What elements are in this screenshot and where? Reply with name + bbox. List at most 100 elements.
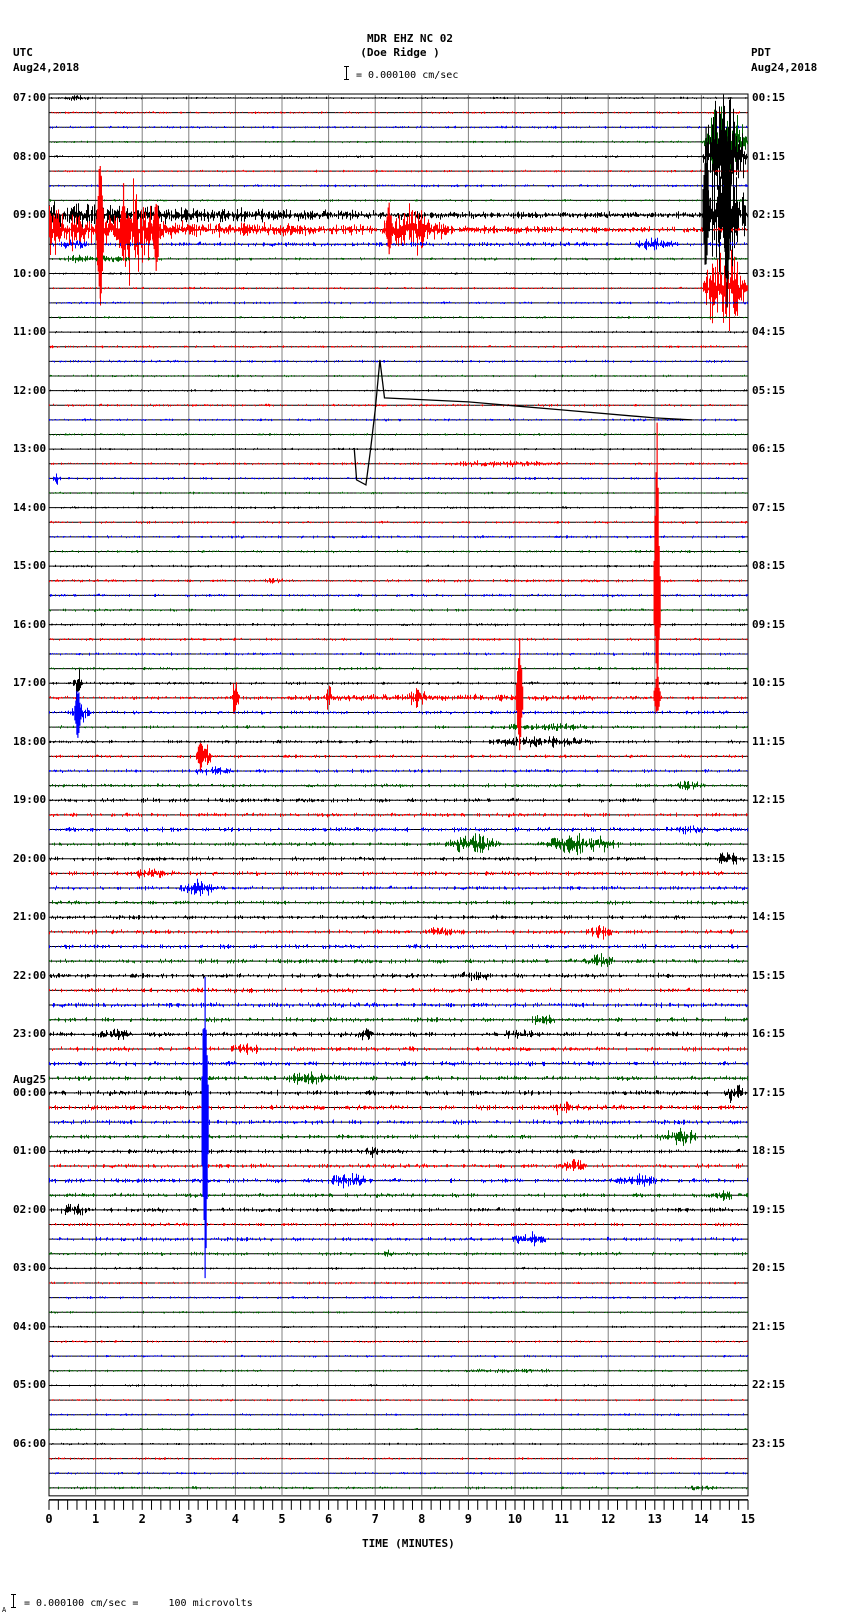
utc-hour-label: 23:00 bbox=[13, 1027, 47, 1041]
trace bbox=[51, 316, 748, 319]
pdt-hour-label: 00:15 bbox=[752, 91, 786, 104]
trace bbox=[51, 95, 748, 101]
trace bbox=[50, 125, 748, 129]
trace bbox=[53, 506, 748, 509]
x-tick-label: 3 bbox=[185, 1512, 192, 1526]
trace bbox=[49, 766, 748, 776]
trace bbox=[51, 169, 748, 173]
pdt-hour-label: 12:15 bbox=[752, 793, 786, 807]
trace bbox=[49, 389, 747, 392]
pdt-hour-label: 11:15 bbox=[752, 734, 786, 748]
utc-hour-label: 00:00 bbox=[13, 1085, 47, 1099]
x-tick-label: 1 bbox=[92, 1512, 99, 1526]
trace bbox=[49, 106, 748, 173]
pdt-hour-label: 21:15 bbox=[752, 1319, 786, 1333]
trace bbox=[49, 1428, 748, 1431]
trace bbox=[51, 744, 747, 765]
trace bbox=[49, 797, 748, 803]
pdt-hour-label: 02:15 bbox=[752, 208, 786, 222]
pdt-hour-label: 09:15 bbox=[752, 617, 786, 631]
trace bbox=[50, 1442, 746, 1446]
trace bbox=[51, 249, 748, 331]
pdt-hour-label: 16:15 bbox=[752, 1027, 786, 1041]
trace bbox=[49, 1310, 748, 1314]
trace bbox=[49, 666, 748, 671]
pdt-hour-label: 03:15 bbox=[752, 266, 786, 280]
trace bbox=[51, 868, 746, 879]
trace bbox=[50, 1471, 747, 1475]
left-timezone: UTC bbox=[13, 46, 33, 59]
pdt-hour-label: 14:15 bbox=[752, 910, 786, 924]
pdt-hour-label: 15:15 bbox=[752, 968, 786, 982]
trace bbox=[50, 652, 748, 656]
trace bbox=[52, 900, 748, 906]
x-tick-label: 13 bbox=[648, 1512, 662, 1526]
trace bbox=[52, 1231, 743, 1247]
trace bbox=[49, 177, 747, 306]
trace bbox=[49, 564, 748, 568]
trace bbox=[51, 111, 747, 114]
trace bbox=[50, 971, 748, 981]
utc-hour-label: 07:00 bbox=[13, 91, 47, 104]
trace bbox=[51, 723, 748, 731]
trace bbox=[49, 1159, 746, 1171]
utc-hour-label: 22:00 bbox=[13, 968, 47, 982]
x-tick-label: 9 bbox=[465, 1512, 472, 1526]
trace bbox=[49, 118, 748, 287]
utc-hour-label: 18:00 bbox=[13, 734, 47, 748]
event-spike bbox=[96, 166, 104, 299]
trace bbox=[55, 330, 748, 334]
trace bbox=[50, 535, 745, 539]
trace bbox=[49, 812, 748, 818]
trace bbox=[49, 1222, 743, 1227]
pdt-hour-label: 06:15 bbox=[752, 442, 786, 456]
utc-hour-label: 05:00 bbox=[13, 1378, 47, 1392]
utc-hour-label: 21:00 bbox=[13, 910, 47, 924]
pdt-hour-label: 10:15 bbox=[752, 676, 786, 690]
utc-hour-label: 03:00 bbox=[13, 1261, 47, 1275]
event-spike bbox=[653, 422, 661, 686]
event-spike bbox=[196, 742, 205, 771]
x-tick-label: 12 bbox=[601, 1512, 615, 1526]
trace bbox=[49, 491, 748, 495]
pdt-hour-label: 17:15 bbox=[752, 1085, 786, 1099]
trace bbox=[50, 593, 748, 598]
trace bbox=[49, 1190, 748, 1201]
trace bbox=[52, 237, 747, 251]
x-tick-label: 14 bbox=[694, 1512, 708, 1526]
utc-date-label: Aug25 bbox=[13, 1072, 47, 1086]
trace bbox=[50, 520, 748, 524]
utc-hour-label: 06:00 bbox=[13, 1436, 47, 1450]
footer-scale-prefix: A bbox=[2, 1606, 7, 1614]
x-tick-label: 7 bbox=[372, 1512, 379, 1526]
event-spike bbox=[702, 126, 710, 265]
event-spike bbox=[653, 676, 661, 713]
plot-frame bbox=[48, 93, 749, 1497]
trace bbox=[52, 1354, 748, 1358]
trace bbox=[50, 345, 747, 349]
trace bbox=[50, 433, 748, 436]
trace bbox=[52, 254, 748, 264]
trace bbox=[49, 1340, 748, 1343]
trace bbox=[49, 704, 748, 723]
trace bbox=[49, 578, 746, 584]
event-spike bbox=[74, 690, 82, 738]
trace bbox=[49, 447, 746, 451]
utc-hour-label: 13:00 bbox=[13, 442, 47, 456]
utc-hour-label: 17:00 bbox=[13, 676, 47, 690]
x-tick-label: 15 bbox=[741, 1512, 755, 1526]
offscale-drift bbox=[353, 359, 693, 486]
left-date: Aug24,2018 bbox=[13, 61, 80, 74]
trace bbox=[53, 272, 747, 275]
scale-bar-icon bbox=[344, 66, 349, 80]
utc-hour-label: 11:00 bbox=[13, 325, 47, 339]
trace bbox=[49, 199, 746, 202]
x-tick-label: 5 bbox=[278, 1512, 285, 1526]
pdt-hour-label: 18:15 bbox=[752, 1144, 786, 1158]
trace bbox=[49, 1457, 748, 1460]
utc-hour-label: 12:00 bbox=[13, 383, 47, 397]
utc-hour-label: 19:00 bbox=[13, 793, 47, 807]
scale-label: = 0.000100 cm/sec bbox=[356, 70, 459, 81]
trace bbox=[49, 1071, 748, 1085]
